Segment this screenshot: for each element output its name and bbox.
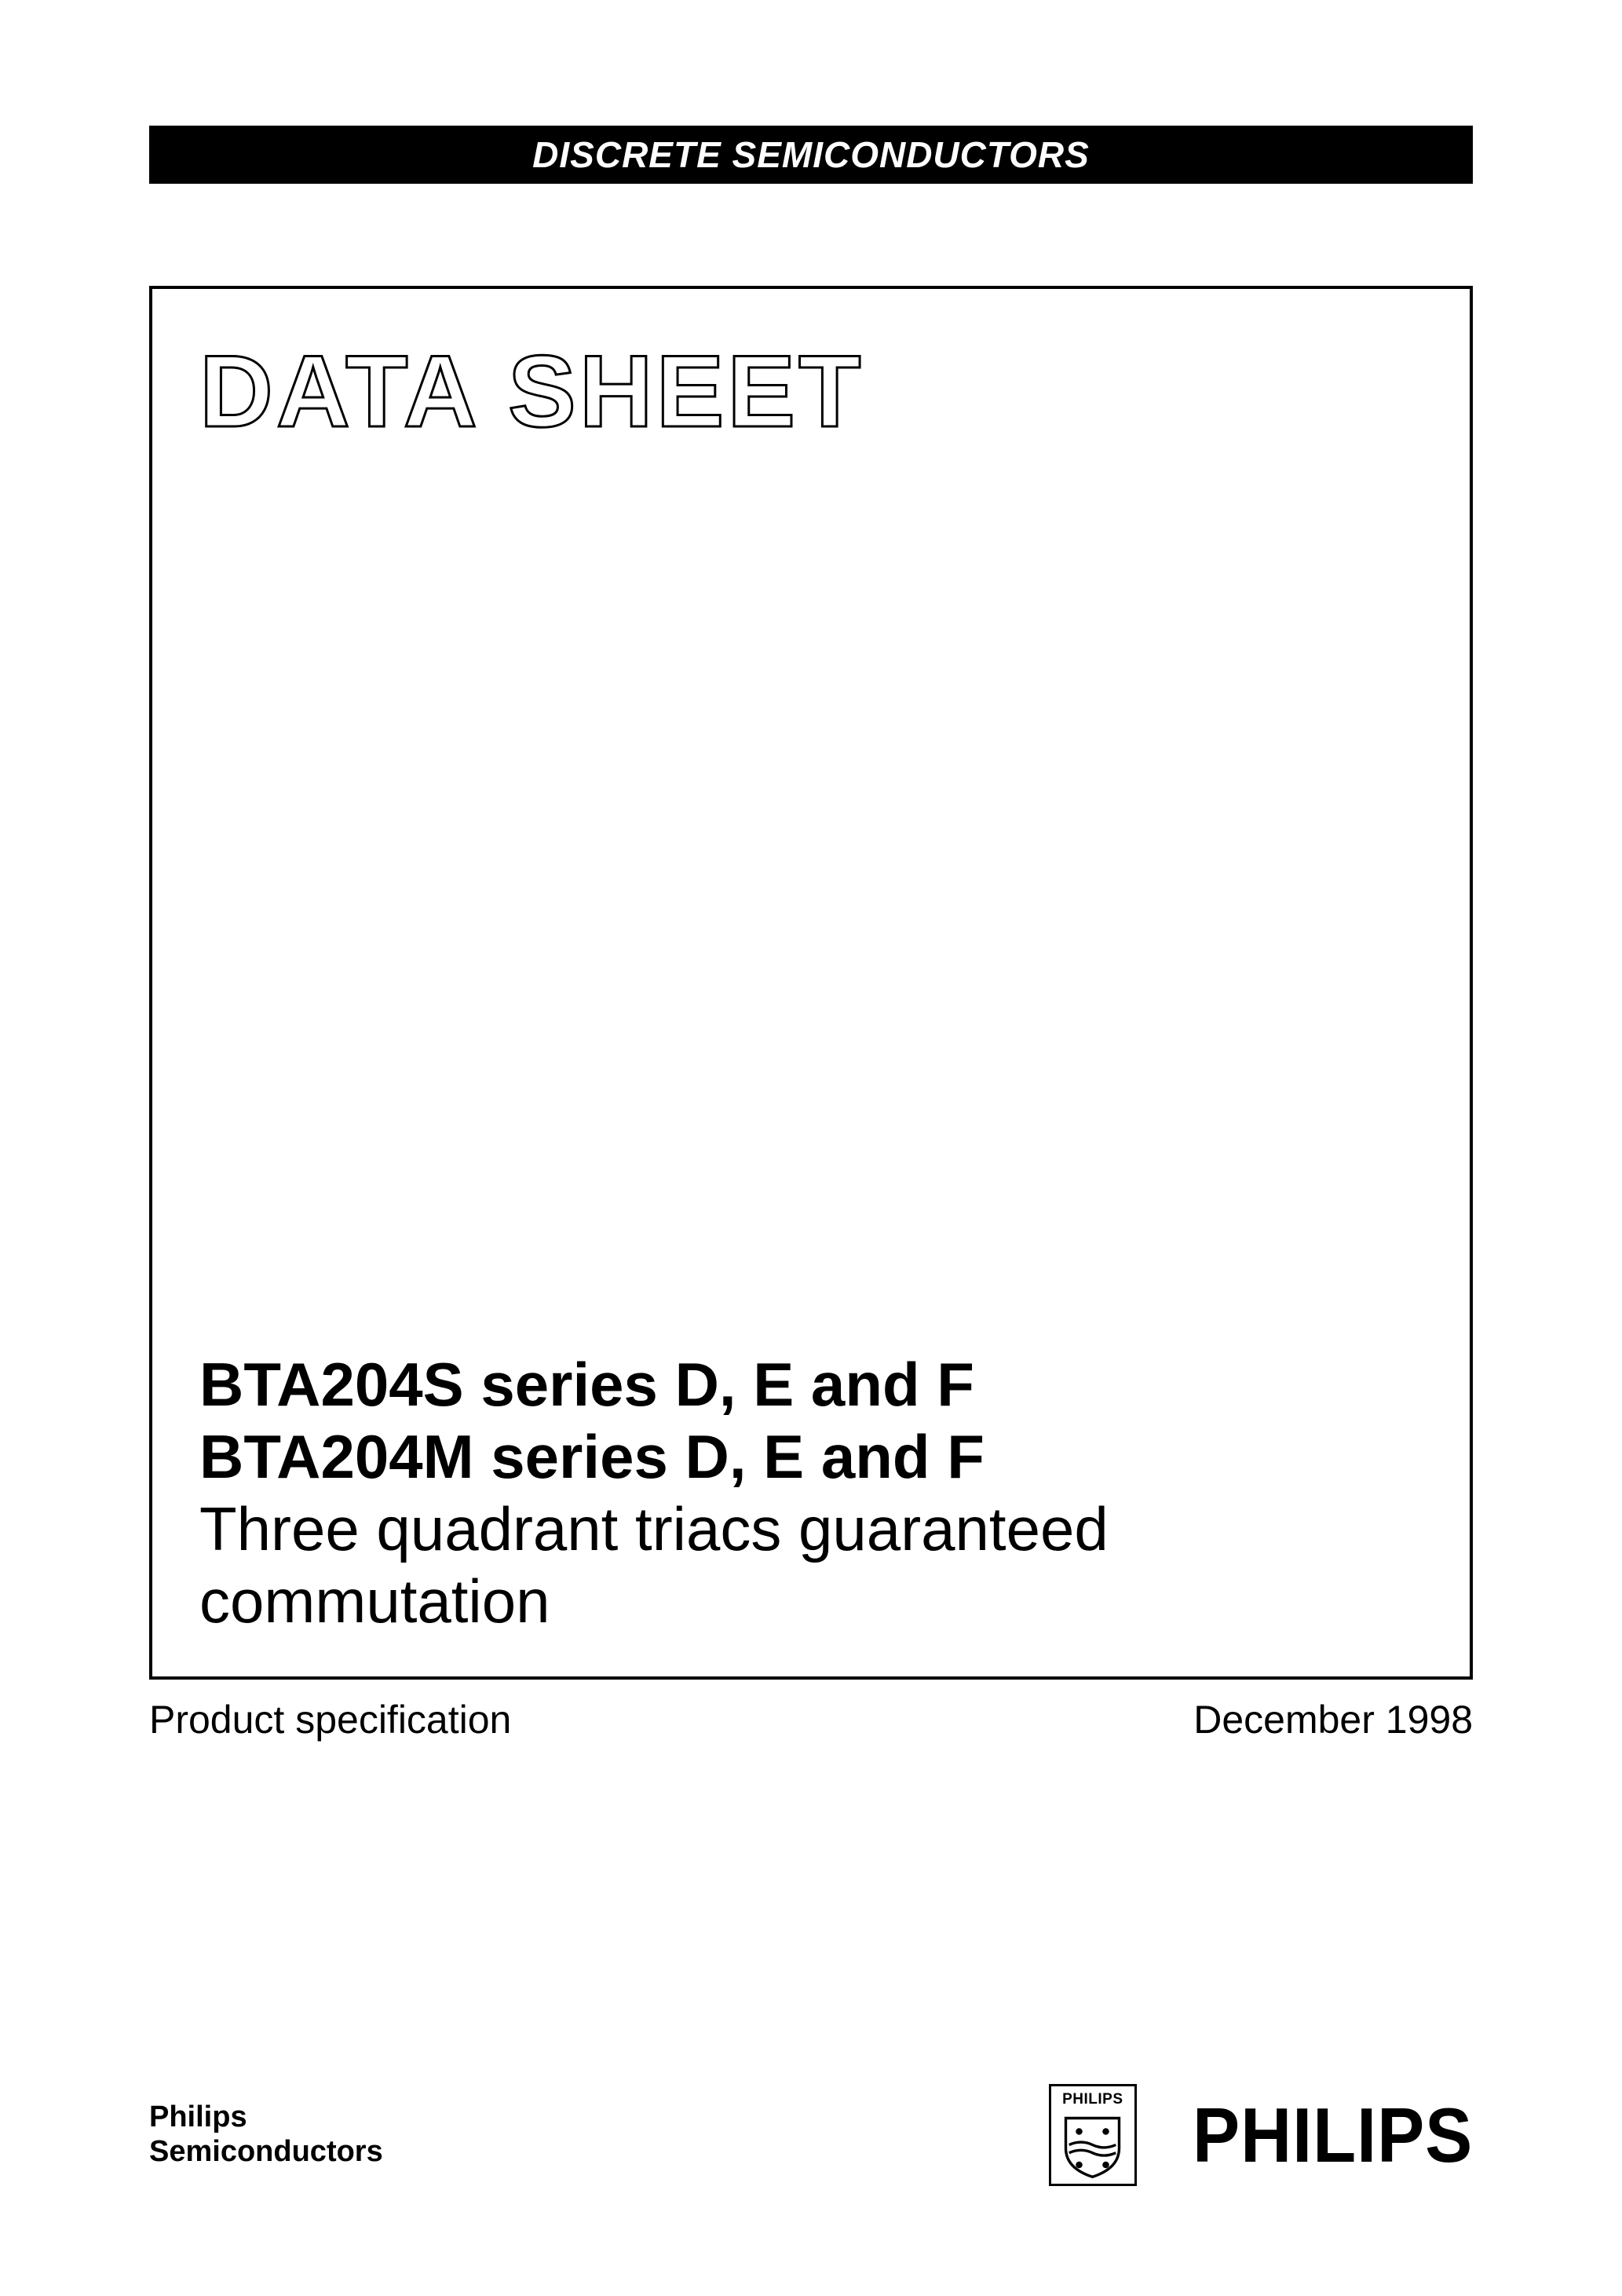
content-box: DATA SHEET BTA204S series D, E and F BTA… bbox=[149, 286, 1473, 1680]
category-bar: DISCRETE SEMICONDUCTORS bbox=[149, 126, 1473, 184]
shield-icon bbox=[1059, 2111, 1126, 2178]
below-box-row: Product specification December 1998 bbox=[149, 1697, 1473, 1742]
philips-logo-small-text: PHILIPS bbox=[1062, 2091, 1123, 2108]
product-subtitle-line2: commutation bbox=[199, 1565, 1423, 1637]
philips-shield-logo: PHILIPS bbox=[1049, 2084, 1137, 2186]
footer-company-line2: Semiconductors bbox=[149, 2135, 383, 2170]
footer-company-line1: Philips bbox=[149, 2100, 383, 2135]
footer-left-text: Philips Semiconductors bbox=[149, 2100, 383, 2169]
data-sheet-title: DATA SHEET bbox=[199, 332, 1423, 450]
philips-wordmark: PHILIPS bbox=[1193, 2091, 1473, 2180]
category-bar-text: DISCRETE SEMICONDUCTORS bbox=[532, 134, 1090, 175]
footer: Philips Semiconductors PHILIPS PHILIPS bbox=[149, 2084, 1473, 2186]
product-title-block: BTA204S series D, E and F BTA204M series… bbox=[199, 1348, 1423, 1637]
page-container: DISCRETE SEMICONDUCTORS DATA SHEET BTA20… bbox=[0, 0, 1622, 2296]
product-title-line2: BTA204M series D, E and F bbox=[199, 1420, 1423, 1493]
footer-right: PHILIPS PHILIPS bbox=[1049, 2084, 1473, 2186]
product-subtitle-line1: Three quadrant triacs guaranteed bbox=[199, 1493, 1423, 1565]
date-label: December 1998 bbox=[1193, 1697, 1473, 1742]
product-title-line1: BTA204S series D, E and F bbox=[199, 1348, 1423, 1420]
spec-label: Product specification bbox=[149, 1697, 511, 1742]
